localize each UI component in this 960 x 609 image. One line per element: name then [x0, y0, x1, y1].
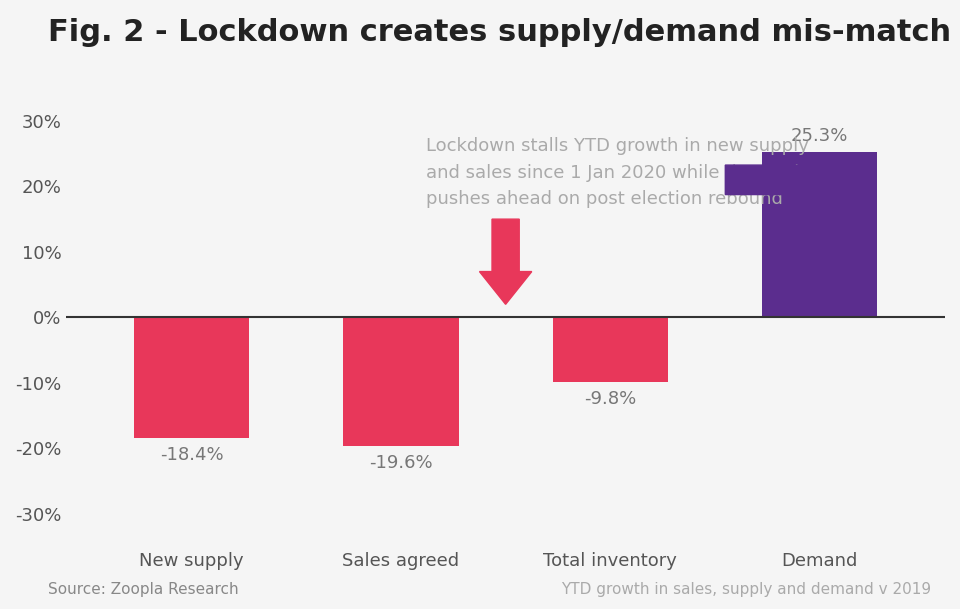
Text: Lockdown stalls YTD growth in new supply
and sales since 1 Jan 2020 while demand: Lockdown stalls YTD growth in new supply…: [426, 137, 809, 208]
Text: -18.4%: -18.4%: [160, 446, 224, 464]
FancyArrow shape: [726, 165, 840, 194]
Text: Fig. 2 - Lockdown creates supply/demand mis-match: Fig. 2 - Lockdown creates supply/demand …: [48, 18, 951, 48]
FancyArrow shape: [479, 219, 532, 304]
Text: -19.6%: -19.6%: [370, 454, 433, 472]
Text: YTD growth in sales, supply and demand v 2019: YTD growth in sales, supply and demand v…: [561, 582, 931, 597]
Text: Source: Zoopla Research: Source: Zoopla Research: [48, 582, 239, 597]
Bar: [134, 317, 250, 438]
Text: -9.8%: -9.8%: [584, 390, 636, 407]
Bar: [762, 152, 877, 317]
Bar: [344, 317, 459, 446]
Text: 25.3%: 25.3%: [791, 127, 848, 145]
Bar: [553, 317, 668, 382]
